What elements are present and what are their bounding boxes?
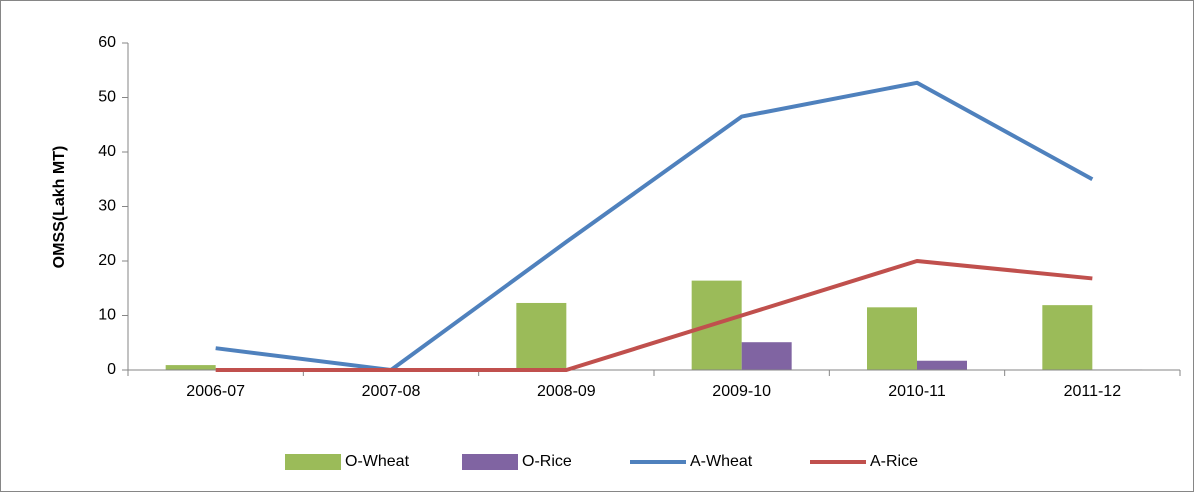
x-tick-label: 2008-09 [537,383,596,400]
y-tick-label: 40 [98,143,116,160]
line-series [215,80,1094,372]
y-tick-label: 20 [98,252,116,269]
x-tick-label: 2006-07 [186,383,245,400]
y-tick-label: 0 [107,361,116,378]
x-tick-label: 2009-10 [712,383,771,400]
bar [867,307,917,370]
y-tick-label: 10 [98,307,116,324]
legend-swatch [462,454,518,470]
y-axis-label: OMSS(Lakh MT) [51,146,68,269]
x-tick-label: 2007-08 [362,383,421,400]
bar [741,342,792,370]
legend-label: O-Rice [522,453,572,470]
bar [516,302,567,370]
bar [165,365,216,370]
legend-label: A-Wheat [690,453,753,470]
legend-label: O-Wheat [345,453,410,470]
legend-swatch [285,454,341,470]
bar [917,360,967,370]
legend-label: A-Rice [870,453,918,470]
y-tick-label: 50 [98,89,116,106]
y-tick-label: 30 [98,198,116,215]
x-tick-label: 2011-12 [1064,383,1122,400]
y-tick-label: 60 [98,34,116,51]
bar [1042,305,1093,370]
x-tick-label: 2010-11 [888,383,946,400]
line-series [215,259,1093,372]
